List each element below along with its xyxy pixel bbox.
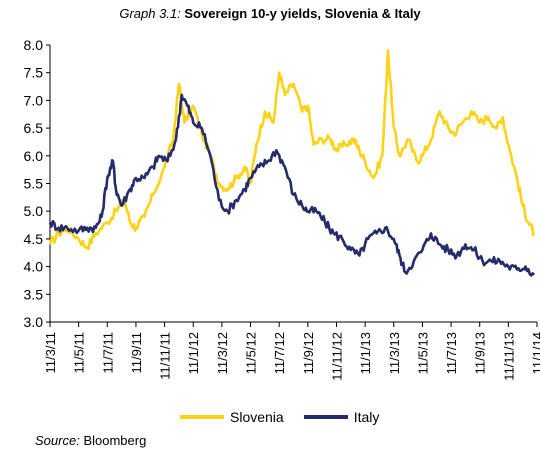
x-tick-label: 11/5/13 bbox=[415, 332, 430, 374]
y-tick-label: 7.0 bbox=[24, 92, 44, 108]
x-tick-label: 11/5/12 bbox=[244, 332, 259, 374]
x-tick-label: 11/7/12 bbox=[272, 332, 287, 374]
y-tick-label: 5.5 bbox=[24, 176, 44, 192]
y-tick-label: 4.5 bbox=[24, 231, 44, 247]
x-tick-label: 11/7/11 bbox=[100, 332, 115, 373]
chart-title: Graph 3.1: Sovereign 10-y yields, Sloven… bbox=[0, 6, 540, 21]
series-line-italy bbox=[48, 93, 536, 277]
x-tick-label: 11/1/12 bbox=[186, 332, 201, 374]
legend-item-slovenia: Slovenia bbox=[180, 409, 284, 425]
y-tick-label: 5.0 bbox=[24, 203, 44, 219]
legend-swatch bbox=[180, 415, 224, 419]
y-tick-label: 4.0 bbox=[24, 259, 44, 275]
legend-swatch bbox=[303, 415, 348, 419]
x-tick-label: 11/11/13 bbox=[501, 332, 516, 381]
legend-label: Slovenia bbox=[230, 409, 284, 425]
chart-title-prefix: Graph 3.1: bbox=[119, 6, 181, 21]
legend-label: Italy bbox=[353, 409, 380, 425]
y-tick-label: 6.0 bbox=[24, 148, 44, 164]
y-tick-label: 6.5 bbox=[24, 120, 44, 136]
source-value: Bloomberg bbox=[83, 433, 147, 448]
x-tick-label: 11/3/12 bbox=[215, 332, 230, 374]
x-tick-label: 11/5/11 bbox=[72, 332, 87, 373]
x-tick-label: 11/9/13 bbox=[473, 332, 488, 374]
series-line-slovenia bbox=[48, 49, 536, 251]
x-tick-label: 11/7/13 bbox=[444, 332, 459, 374]
source-label: Source: bbox=[35, 433, 80, 448]
y-tick-label: 3.5 bbox=[24, 286, 44, 302]
x-tick-label: 11/11/11 bbox=[158, 332, 173, 380]
x-tick-label: 11/3/13 bbox=[387, 332, 402, 374]
chart-title-main: Sovereign 10-y yields, Slovenia & Italy bbox=[184, 6, 421, 21]
x-tick-label: 11/9/11 bbox=[129, 332, 144, 373]
x-tick-label: 11/11/12 bbox=[329, 332, 344, 381]
legend-item-italy: Italy bbox=[303, 409, 380, 425]
y-tick-label: 7.5 bbox=[24, 65, 44, 81]
x-tick-label: 11/9/12 bbox=[301, 332, 316, 374]
y-tick-label: 8.0 bbox=[24, 37, 44, 53]
x-tick-label: 11/1/14 bbox=[530, 332, 540, 374]
x-tick-label: 11/1/13 bbox=[358, 332, 373, 374]
x-tick-label: 11/3/11 bbox=[43, 332, 58, 373]
y-tick-label: 3.0 bbox=[24, 314, 44, 330]
source-note: Source: Bloomberg bbox=[35, 433, 146, 448]
chart-legend: Slovenia Italy bbox=[180, 409, 399, 425]
